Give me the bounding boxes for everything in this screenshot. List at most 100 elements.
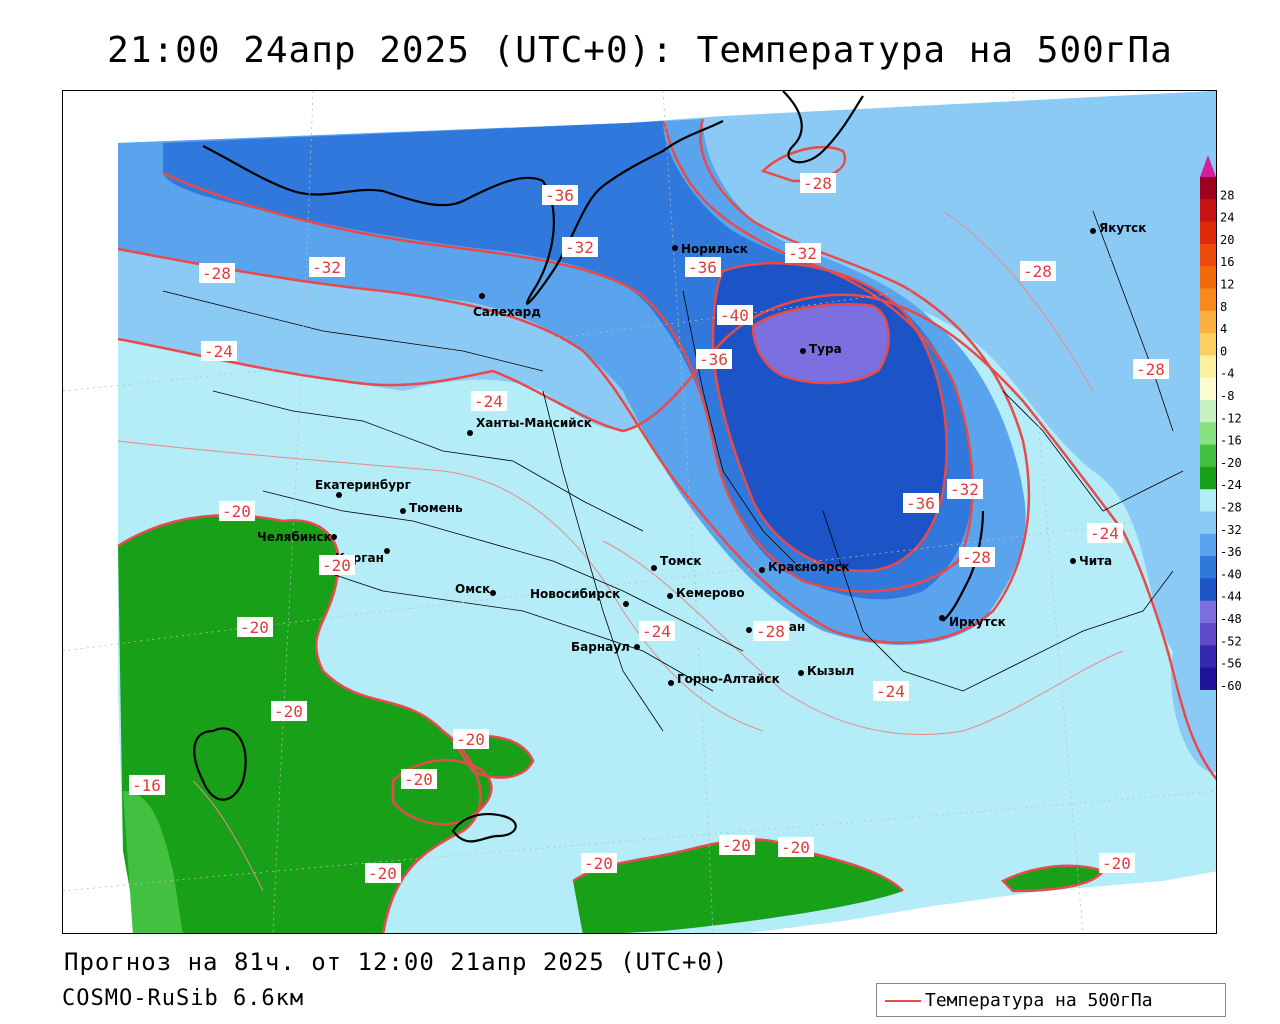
svg-text:-24: -24 bbox=[1090, 524, 1119, 543]
colorbar-swatch bbox=[1200, 578, 1216, 602]
city-barnaul: Барнаул bbox=[571, 640, 640, 654]
isotherm-label: -28 bbox=[199, 263, 235, 283]
temperature-map: Норильск Якутск Салехард Тура Ханты-Манс… bbox=[62, 90, 1217, 934]
colorbar-labels: 28 24 20 16 12 8 4 0 -4 -8 -12 -16 -20 -24 -28 -32 -36 -4… bbox=[1220, 188, 1242, 690]
colorbar-tick-label: 16 bbox=[1220, 255, 1234, 269]
svg-text:-28: -28 bbox=[202, 264, 231, 283]
svg-text:-24: -24 bbox=[876, 682, 905, 701]
colorbar-swatch bbox=[1200, 422, 1216, 446]
city-label: Ханты-Мансийск bbox=[476, 416, 592, 430]
colorbar-tick-label: 0 bbox=[1220, 344, 1227, 358]
city-label: Якутск bbox=[1099, 221, 1146, 235]
city-dot bbox=[939, 615, 945, 621]
city-label: Тюмень bbox=[409, 501, 463, 515]
city-tura: Тура bbox=[800, 342, 842, 356]
city-dot bbox=[668, 680, 674, 686]
isotherm-label: -20 bbox=[219, 501, 255, 521]
colorbar-tick-label: -8 bbox=[1220, 389, 1234, 403]
city-gorno-altaysk: Горно-Алтайск bbox=[668, 672, 780, 686]
svg-text:-40: -40 bbox=[720, 306, 749, 325]
svg-text:-24: -24 bbox=[474, 392, 503, 411]
city-label: Томск bbox=[660, 554, 702, 568]
colorbar-swatch bbox=[1200, 310, 1216, 334]
svg-text:-32: -32 bbox=[312, 258, 341, 277]
city-dot bbox=[467, 430, 473, 436]
svg-text:-36: -36 bbox=[545, 186, 574, 205]
city-tyumen: Тюмень bbox=[400, 501, 463, 515]
colorbar-swatch bbox=[1200, 199, 1216, 223]
city-label: Иркутск bbox=[949, 615, 1006, 629]
svg-text:-20: -20 bbox=[1102, 854, 1131, 873]
isotherm-label: -32 bbox=[947, 479, 983, 499]
isotherm-label: -28 bbox=[959, 547, 995, 567]
city-dot bbox=[800, 348, 806, 354]
city-dot bbox=[490, 590, 496, 596]
city-dot bbox=[336, 492, 342, 498]
colorbar-swatch bbox=[1200, 333, 1216, 356]
city-label: Салехард bbox=[473, 305, 541, 319]
city-kyzyl: Кызыл bbox=[798, 664, 854, 678]
colorbar-tick-label: -60 bbox=[1220, 679, 1242, 690]
colorbar-swatch bbox=[1200, 489, 1216, 512]
isotherm-label: -20 bbox=[319, 555, 355, 575]
colorbar-top-arrow bbox=[1200, 155, 1216, 177]
isotherm-label: -28 bbox=[753, 621, 789, 641]
svg-text:-32: -32 bbox=[788, 244, 817, 263]
colorbar-tick-label: -32 bbox=[1220, 523, 1242, 537]
graticule bbox=[63, 91, 1216, 933]
city-krasnoyarsk: Красноярск bbox=[759, 560, 850, 574]
city-dot bbox=[384, 548, 390, 554]
city-irkutsk: Иркутск bbox=[939, 615, 1006, 629]
city-label: Екатеринбург bbox=[315, 478, 411, 492]
colorbar-swatch bbox=[1200, 266, 1216, 289]
city-label: Горно-Алтайск bbox=[677, 672, 780, 686]
isotherm-label: -24 bbox=[1087, 523, 1123, 543]
svg-text:-20: -20 bbox=[368, 864, 397, 883]
svg-text:-36: -36 bbox=[699, 350, 728, 369]
colorbar-tick-label: 4 bbox=[1220, 322, 1227, 336]
city-chelyabinsk: Челябинск bbox=[257, 530, 337, 544]
isotherm-label: -20 bbox=[453, 729, 489, 749]
band-minus-44 bbox=[753, 304, 889, 383]
city-dot bbox=[672, 245, 678, 251]
colorbar-swatch bbox=[1200, 444, 1216, 468]
city-yekaterinburg: Екатеринбург bbox=[315, 478, 411, 498]
colorbar-swatch bbox=[1200, 400, 1216, 423]
city-dot bbox=[331, 534, 337, 540]
svg-text:-28: -28 bbox=[1136, 360, 1165, 379]
region-boundaries bbox=[162, 210, 1184, 732]
colorbar-swatch bbox=[1200, 243, 1216, 267]
colorbar-tick-label: -56 bbox=[1220, 657, 1242, 671]
isotherm-label: -40 bbox=[717, 305, 753, 325]
isotherm-label: -20 bbox=[778, 837, 814, 857]
city-label: Чита bbox=[1079, 554, 1112, 568]
svg-text:-20: -20 bbox=[322, 556, 351, 575]
svg-text:-36: -36 bbox=[688, 258, 717, 277]
isotherm-label: -28 bbox=[1133, 359, 1169, 379]
city-label: Челябинск bbox=[257, 530, 332, 544]
warm-region-green-4 bbox=[573, 839, 903, 933]
colorbar-swatch bbox=[1200, 221, 1216, 245]
city-yakutsk: Якутск bbox=[1090, 221, 1146, 235]
isotherm-label: -16 bbox=[129, 775, 165, 795]
isotherm-label: -20 bbox=[365, 863, 401, 883]
colorbar-tick-label: -24 bbox=[1220, 478, 1242, 492]
city-label: Барнаул bbox=[571, 640, 630, 654]
city-label: Кызыл bbox=[807, 664, 854, 678]
svg-text:-20: -20 bbox=[456, 730, 485, 749]
isotherm-label: -32 bbox=[785, 243, 821, 263]
minor-isotherm-lines bbox=[117, 210, 1124, 892]
colorbar-tick-label: 8 bbox=[1220, 300, 1227, 314]
colorbar-tick-label: -12 bbox=[1220, 411, 1242, 425]
city-dot bbox=[746, 627, 752, 633]
city-dot bbox=[667, 593, 673, 599]
isotherm-label: -28 bbox=[800, 173, 836, 193]
isotherm-label: -24 bbox=[639, 621, 675, 641]
city-dot bbox=[798, 670, 804, 676]
svg-text:-24: -24 bbox=[642, 622, 671, 641]
colorbar-swatch bbox=[1200, 645, 1216, 669]
city-dot bbox=[759, 567, 765, 573]
colorbar-tick-label: -28 bbox=[1220, 501, 1242, 515]
city-label: Кемерово bbox=[676, 586, 745, 600]
svg-text:-28: -28 bbox=[803, 174, 832, 193]
